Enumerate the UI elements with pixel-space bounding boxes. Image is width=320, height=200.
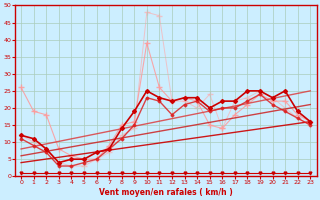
X-axis label: Vent moyen/en rafales ( km/h ): Vent moyen/en rafales ( km/h ) <box>99 188 233 197</box>
